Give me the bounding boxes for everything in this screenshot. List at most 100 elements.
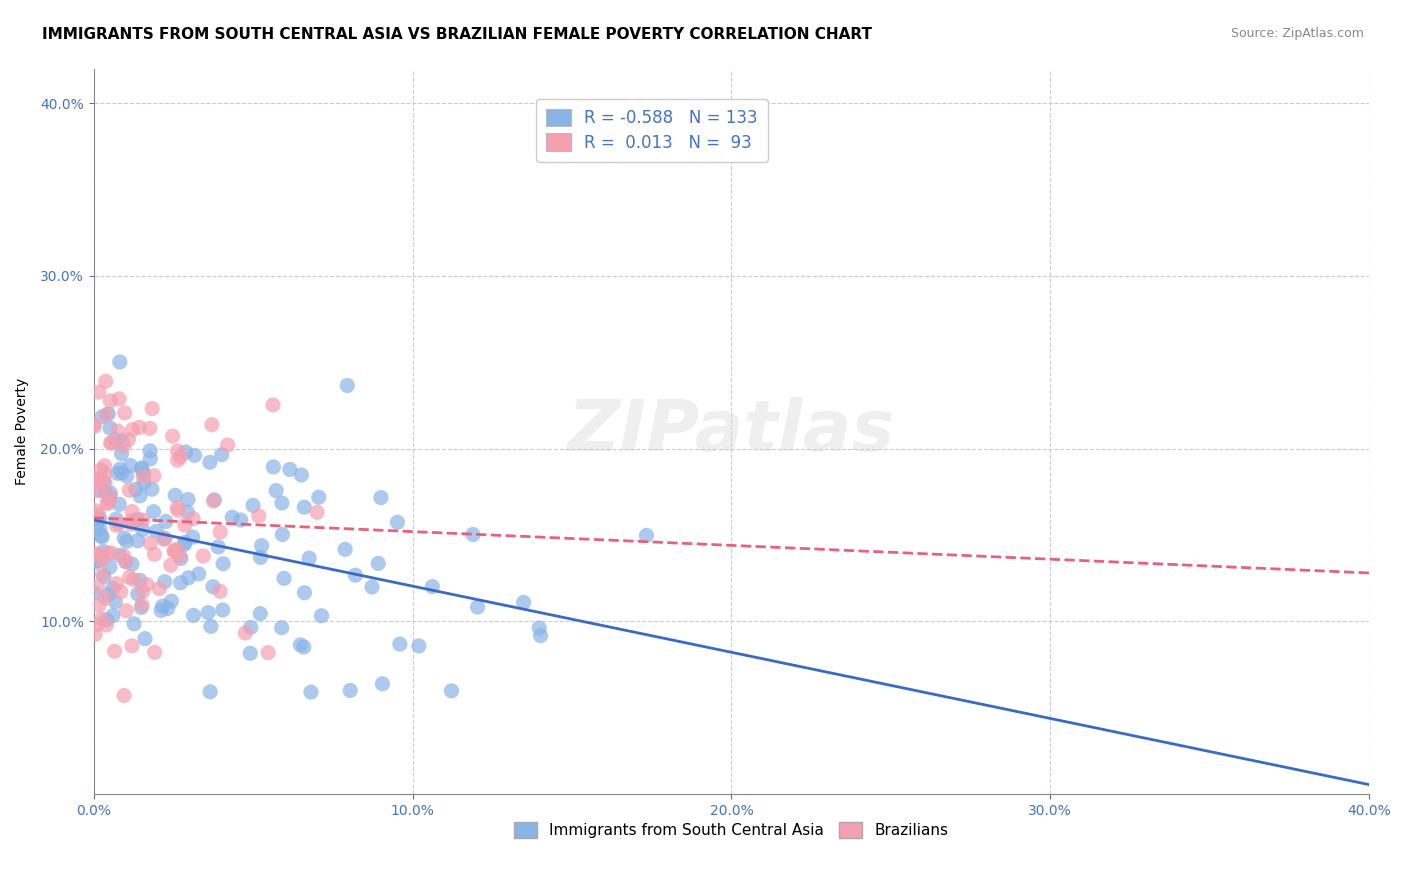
Immigrants from South Central Asia bbox=[333, 542, 356, 557]
Immigrants from South Central Asia bbox=[278, 462, 301, 476]
Immigrants from South Central Asia bbox=[420, 580, 443, 594]
Brazilians bbox=[167, 503, 190, 517]
Brazilians bbox=[132, 469, 155, 483]
Immigrants from South Central Asia bbox=[202, 492, 225, 507]
Immigrants from South Central Asia bbox=[250, 539, 273, 553]
Immigrants from South Central Asia bbox=[270, 621, 292, 635]
Brazilians bbox=[87, 483, 110, 498]
Immigrants from South Central Asia bbox=[93, 475, 115, 489]
Immigrants from South Central Asia bbox=[527, 621, 550, 635]
Immigrants from South Central Asia bbox=[371, 677, 394, 691]
Immigrants from South Central Asia bbox=[86, 519, 108, 533]
Brazilians bbox=[247, 508, 270, 523]
Immigrants from South Central Asia bbox=[108, 497, 131, 511]
Brazilians bbox=[100, 435, 122, 450]
Immigrants from South Central Asia bbox=[111, 434, 134, 448]
Brazilians bbox=[87, 507, 110, 521]
Brazilians bbox=[307, 505, 329, 519]
Brazilians bbox=[114, 406, 136, 420]
Immigrants from South Central Asia bbox=[212, 557, 235, 571]
Immigrants from South Central Asia bbox=[129, 574, 152, 588]
Immigrants from South Central Asia bbox=[155, 515, 177, 529]
Immigrants from South Central Asia bbox=[165, 488, 187, 502]
Immigrants from South Central Asia bbox=[160, 594, 183, 608]
Immigrants from South Central Asia bbox=[132, 475, 155, 490]
Immigrants from South Central Asia bbox=[108, 462, 131, 476]
Immigrants from South Central Asia bbox=[292, 640, 315, 654]
Brazilians bbox=[233, 626, 256, 640]
Immigrants from South Central Asia bbox=[83, 555, 105, 569]
Text: Source: ZipAtlas.com: Source: ZipAtlas.com bbox=[1230, 27, 1364, 40]
Immigrants from South Central Asia bbox=[153, 532, 176, 546]
Brazilians bbox=[114, 555, 136, 569]
Brazilians bbox=[136, 577, 159, 591]
Immigrants from South Central Asia bbox=[121, 557, 143, 571]
Immigrants from South Central Asia bbox=[249, 550, 271, 565]
Immigrants from South Central Asia bbox=[139, 443, 162, 458]
Immigrants from South Central Asia bbox=[96, 613, 118, 627]
Immigrants from South Central Asia bbox=[262, 459, 284, 474]
Immigrants from South Central Asia bbox=[367, 557, 389, 571]
Brazilians bbox=[83, 548, 105, 562]
Immigrants from South Central Asia bbox=[131, 523, 153, 537]
Immigrants from South Central Asia bbox=[132, 467, 155, 481]
Brazilians bbox=[104, 644, 127, 658]
Brazilians bbox=[143, 645, 166, 659]
Brazilians bbox=[84, 547, 107, 561]
Brazilians bbox=[132, 513, 155, 527]
Brazilians bbox=[84, 627, 107, 641]
Brazilians bbox=[201, 417, 224, 432]
Brazilians bbox=[139, 421, 162, 435]
Immigrants from South Central Asia bbox=[115, 469, 138, 483]
Brazilians bbox=[84, 504, 107, 518]
Immigrants from South Central Asia bbox=[174, 445, 197, 459]
Brazilians bbox=[90, 463, 112, 477]
Immigrants from South Central Asia bbox=[221, 510, 243, 524]
Brazilians bbox=[83, 419, 105, 434]
Immigrants from South Central Asia bbox=[169, 575, 191, 590]
Brazilians bbox=[98, 393, 121, 408]
Immigrants from South Central Asia bbox=[290, 638, 312, 652]
Immigrants from South Central Asia bbox=[211, 603, 233, 617]
Brazilians bbox=[202, 494, 225, 508]
Brazilians bbox=[165, 542, 187, 557]
Brazilians bbox=[209, 584, 232, 599]
Brazilians bbox=[118, 570, 141, 584]
Immigrants from South Central Asia bbox=[239, 646, 262, 660]
Immigrants from South Central Asia bbox=[336, 378, 359, 392]
Immigrants from South Central Asia bbox=[129, 600, 152, 615]
Immigrants from South Central Asia bbox=[156, 601, 179, 615]
Brazilians bbox=[97, 546, 120, 560]
Immigrants from South Central Asia bbox=[290, 467, 312, 482]
Immigrants from South Central Asia bbox=[636, 528, 658, 542]
Immigrants from South Central Asia bbox=[110, 447, 132, 461]
Brazilians bbox=[100, 436, 122, 450]
Brazilians bbox=[94, 374, 117, 388]
Immigrants from South Central Asia bbox=[108, 355, 131, 369]
Brazilians bbox=[173, 518, 195, 533]
Brazilians bbox=[90, 612, 112, 626]
Immigrants from South Central Asia bbox=[152, 599, 174, 613]
Immigrants from South Central Asia bbox=[101, 581, 124, 595]
Immigrants from South Central Asia bbox=[198, 685, 221, 699]
Immigrants from South Central Asia bbox=[201, 580, 224, 594]
Immigrants from South Central Asia bbox=[122, 616, 145, 631]
Immigrants from South Central Asia bbox=[139, 451, 162, 466]
Brazilians bbox=[112, 689, 135, 703]
Immigrants from South Central Asia bbox=[98, 560, 121, 574]
Immigrants from South Central Asia bbox=[529, 629, 551, 643]
Brazilians bbox=[139, 536, 162, 550]
Immigrants from South Central Asia bbox=[229, 513, 252, 527]
Immigrants from South Central Asia bbox=[361, 580, 384, 594]
Immigrants from South Central Asia bbox=[298, 551, 321, 566]
Brazilians bbox=[105, 518, 128, 533]
Brazilians bbox=[87, 385, 110, 400]
Brazilians bbox=[86, 617, 108, 632]
Immigrants from South Central Asia bbox=[131, 462, 153, 476]
Immigrants from South Central Asia bbox=[107, 467, 129, 481]
Immigrants from South Central Asia bbox=[101, 608, 124, 623]
Immigrants from South Central Asia bbox=[91, 530, 114, 544]
Brazilians bbox=[96, 618, 118, 632]
Immigrants from South Central Asia bbox=[104, 595, 127, 609]
Immigrants from South Central Asia bbox=[339, 683, 361, 698]
